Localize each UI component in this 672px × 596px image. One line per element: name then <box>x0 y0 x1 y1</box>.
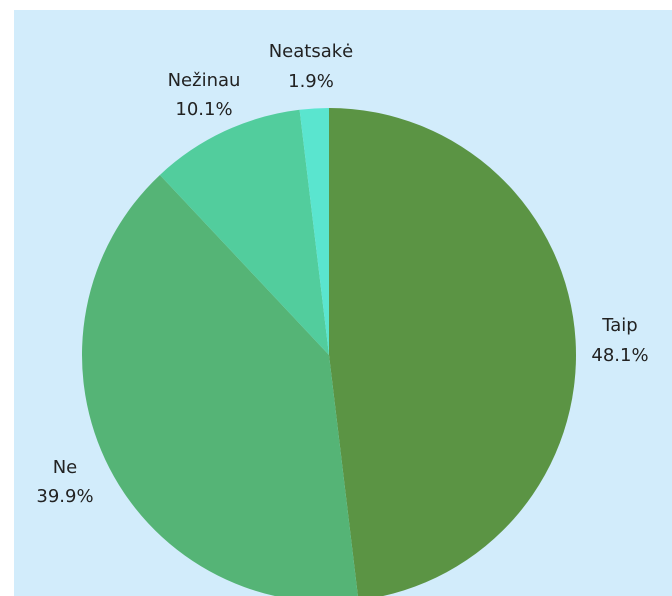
slice-label-ne: Ne <box>53 457 78 478</box>
pie-slice-nezinau <box>159 109 329 355</box>
pie-slice-taip <box>329 108 576 596</box>
slice-value-taip: 48.1% <box>591 345 648 366</box>
slice-value-neatsake: 1.9% <box>288 71 334 92</box>
pie-slice-ne <box>82 174 358 596</box>
slice-value-ne: 39.9% <box>36 486 93 507</box>
pie-slices <box>82 108 576 596</box>
slice-label-taip: Taip <box>601 315 637 336</box>
pie-slice-neatsake <box>299 108 329 355</box>
slice-label-neatsake: Neatsakė <box>269 41 354 62</box>
slice-label-nezinau: Nežinau <box>168 70 241 91</box>
slice-value-nezinau: 10.1% <box>175 99 232 120</box>
